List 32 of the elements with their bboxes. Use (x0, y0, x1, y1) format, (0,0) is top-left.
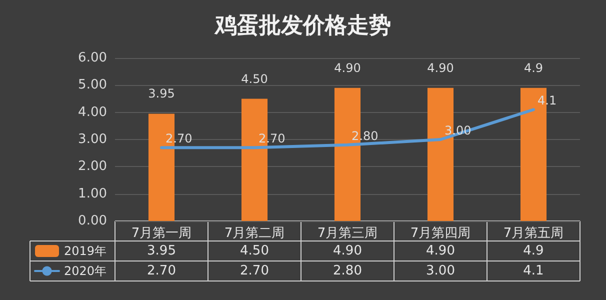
text: 3.00 (444, 124, 472, 138)
y-tick-label: 1.00 (78, 186, 107, 202)
x-tick-label: 7月第二周 (224, 226, 285, 241)
x-tick-label: 7月第三周 (317, 226, 378, 241)
x-tick-label: 7月第一周 (131, 226, 192, 241)
y-tick-label: 5.00 (78, 78, 107, 93)
data-label: 4.9 (523, 244, 544, 258)
text: 4.50 (241, 72, 268, 86)
text: 3.95 (148, 86, 175, 101)
line-series (160, 108, 535, 150)
text: 4.90 (334, 60, 361, 75)
y-tick-label: 6.00 (78, 50, 107, 66)
data-label: 3.00 (426, 264, 455, 278)
y-tick-label: 0.00 (78, 214, 107, 228)
y-tick-label: 3.00 (78, 132, 107, 147)
x-tick-label: 7月第五周 (503, 226, 564, 241)
data-label: 2.70 (147, 264, 176, 278)
data-label: 4.1 (523, 264, 544, 278)
y-tick-label: 4.00 (78, 104, 107, 120)
y-tick-label: 2.00 (78, 159, 107, 174)
data-label: 3.95 (147, 244, 176, 258)
legend-label: 2019年 (64, 244, 107, 258)
data-label: 2.80 (333, 264, 362, 278)
data-label: 4.90 (333, 244, 362, 258)
text: 4.90 (427, 60, 454, 75)
chart-title: 鸡蛋批发价格走势 (214, 14, 391, 38)
data-label: 2.70 (240, 264, 269, 278)
data-label: 4.50 (240, 244, 269, 258)
legend-label: 2020年 (64, 264, 107, 278)
text: 4.9 (524, 60, 544, 75)
x-tick-label: 7月第四周 (410, 226, 471, 241)
data-label: 4.90 (426, 244, 455, 258)
